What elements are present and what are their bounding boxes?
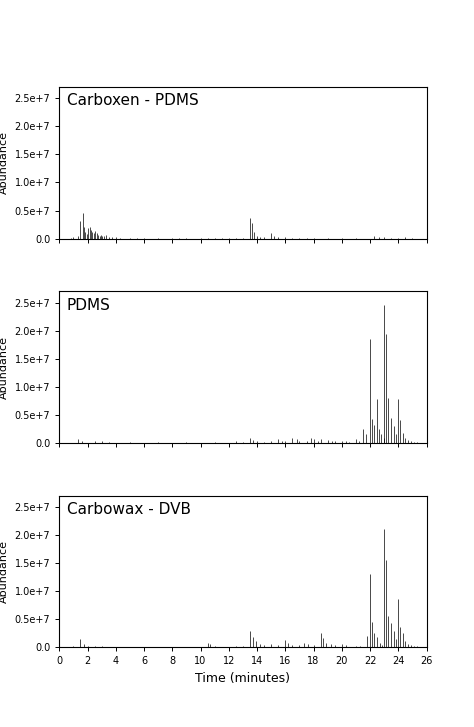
X-axis label: Time (minutes): Time (minutes) [195, 672, 291, 685]
Y-axis label: Abundance: Abundance [0, 540, 9, 603]
Text: PDMS: PDMS [66, 297, 110, 313]
Text: Carbowax - DVB: Carbowax - DVB [66, 502, 191, 517]
Text: Carboxen - PDMS: Carboxen - PDMS [66, 93, 198, 108]
Y-axis label: Abundance: Abundance [0, 132, 9, 194]
Y-axis label: Abundance: Abundance [0, 336, 9, 398]
